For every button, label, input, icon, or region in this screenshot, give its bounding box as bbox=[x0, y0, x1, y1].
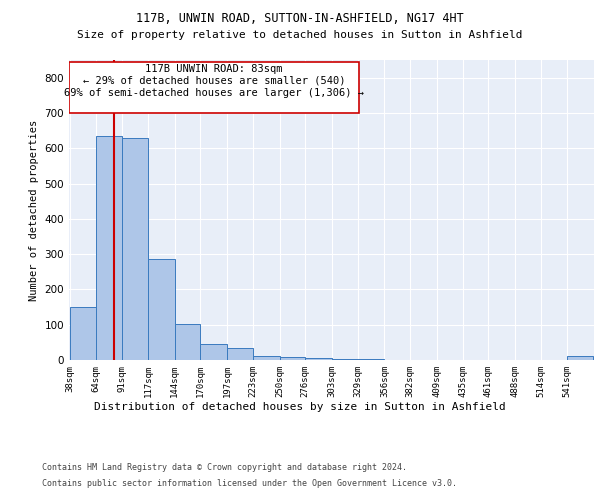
Bar bbox=[122, 138, 148, 360]
Bar bbox=[227, 348, 253, 360]
FancyBboxPatch shape bbox=[69, 62, 359, 113]
Text: ← 29% of detached houses are smaller (540): ← 29% of detached houses are smaller (54… bbox=[83, 76, 345, 86]
Text: 117B, UNWIN ROAD, SUTTON-IN-ASHFIELD, NG17 4HT: 117B, UNWIN ROAD, SUTTON-IN-ASHFIELD, NG… bbox=[136, 12, 464, 26]
Bar bbox=[332, 359, 358, 360]
Bar bbox=[280, 357, 305, 360]
Bar bbox=[305, 358, 332, 360]
Text: Contains public sector information licensed under the Open Government Licence v3: Contains public sector information licen… bbox=[42, 479, 457, 488]
Text: Distribution of detached houses by size in Sutton in Ashfield: Distribution of detached houses by size … bbox=[94, 402, 506, 412]
Text: 69% of semi-detached houses are larger (1,306) →: 69% of semi-detached houses are larger (… bbox=[64, 88, 364, 98]
Bar bbox=[253, 356, 280, 360]
Text: Size of property relative to detached houses in Sutton in Ashfield: Size of property relative to detached ho… bbox=[77, 30, 523, 40]
Bar bbox=[568, 356, 593, 360]
Bar bbox=[175, 324, 200, 360]
Bar bbox=[148, 260, 175, 360]
Text: 117B UNWIN ROAD: 83sqm: 117B UNWIN ROAD: 83sqm bbox=[145, 64, 283, 74]
Bar bbox=[70, 307, 95, 360]
Bar bbox=[95, 136, 122, 360]
Y-axis label: Number of detached properties: Number of detached properties bbox=[29, 120, 39, 300]
Text: Contains HM Land Registry data © Crown copyright and database right 2024.: Contains HM Land Registry data © Crown c… bbox=[42, 462, 407, 471]
Bar bbox=[200, 344, 227, 360]
